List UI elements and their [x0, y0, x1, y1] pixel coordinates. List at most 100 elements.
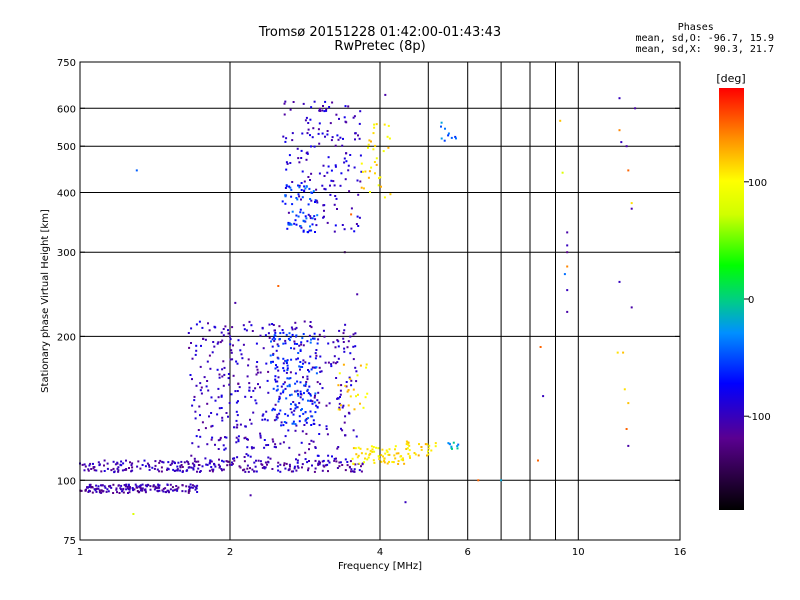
- data-point: [357, 446, 360, 449]
- data-point: [372, 148, 375, 151]
- data-point: [228, 383, 231, 386]
- data-point: [261, 414, 264, 417]
- data-point: [359, 402, 361, 405]
- data-point: [325, 425, 328, 428]
- data-point: [301, 430, 304, 433]
- data-point: [346, 390, 349, 393]
- data-point: [161, 489, 164, 492]
- data-point: [269, 457, 272, 460]
- data-point: [167, 461, 170, 464]
- data-point: [353, 230, 356, 233]
- data-point: [299, 396, 302, 399]
- data-point: [284, 100, 287, 103]
- data-point: [563, 273, 566, 276]
- data-point: [280, 424, 283, 427]
- data-point: [216, 368, 219, 371]
- data-point: [136, 465, 139, 468]
- data-point: [293, 340, 296, 343]
- data-point: [246, 464, 249, 467]
- data-point: [279, 332, 282, 335]
- data-point: [352, 116, 355, 119]
- data-point: [299, 390, 302, 393]
- data-point: [304, 458, 307, 461]
- data-point: [195, 349, 198, 352]
- data-point: [374, 144, 377, 147]
- data-point: [217, 387, 220, 390]
- data-point: [236, 423, 239, 426]
- data-point: [407, 443, 410, 446]
- data-point: [236, 426, 239, 429]
- data-point: [285, 333, 288, 336]
- data-point: [368, 170, 371, 173]
- data-point: [229, 338, 232, 341]
- data-point: [309, 179, 311, 181]
- data-point: [377, 447, 380, 450]
- data-point: [253, 461, 256, 464]
- data-point: [190, 486, 193, 489]
- data-point: [404, 501, 407, 504]
- data-point: [291, 203, 294, 206]
- data-point: [169, 483, 172, 486]
- data-point: [365, 366, 368, 369]
- data-point: [223, 366, 226, 369]
- data-point: [337, 446, 340, 448]
- data-point: [344, 323, 347, 326]
- data-point: [302, 102, 305, 105]
- data-point: [345, 121, 348, 124]
- data-point: [207, 389, 210, 392]
- data-point: [279, 463, 282, 466]
- data-point: [272, 440, 275, 443]
- data-point: [90, 486, 93, 488]
- data-point: [321, 460, 324, 463]
- data-point: [405, 443, 408, 446]
- data-point: [372, 132, 375, 135]
- data-point: [627, 444, 630, 447]
- data-point: [220, 407, 223, 409]
- data-point: [386, 135, 389, 138]
- y-tick-label: 400: [57, 189, 76, 200]
- data-point: [401, 458, 404, 461]
- data-point: [373, 126, 376, 129]
- data-point: [219, 438, 222, 441]
- data-point: [103, 470, 106, 472]
- data-point: [312, 440, 315, 443]
- data-point: [301, 398, 304, 401]
- data-point: [227, 377, 230, 380]
- data-point: [274, 403, 277, 406]
- data-point: [201, 465, 204, 468]
- data-point: [285, 362, 288, 364]
- data-point: [239, 423, 242, 426]
- colorbar-ticks: 100 0 -100: [744, 178, 771, 423]
- data-point: [294, 423, 297, 426]
- data-point: [288, 185, 291, 188]
- data-point: [418, 443, 420, 446]
- data-point: [249, 467, 251, 470]
- data-point: [355, 370, 358, 373]
- data-point: [204, 338, 207, 341]
- data-point: [263, 446, 266, 449]
- data-point: [286, 414, 289, 417]
- data-point: [158, 489, 161, 492]
- data-point: [154, 486, 157, 489]
- data-point: [180, 460, 183, 463]
- data-point: [295, 214, 298, 217]
- data-point: [230, 349, 233, 352]
- data-point: [420, 446, 423, 448]
- data-point: [303, 424, 306, 426]
- data-point: [122, 487, 125, 490]
- data-point: [362, 406, 365, 409]
- data-point: [211, 424, 214, 427]
- data-point: [293, 342, 296, 345]
- data-point: [234, 301, 237, 304]
- data-point: [360, 465, 362, 468]
- data-point: [221, 368, 224, 371]
- data-point: [130, 464, 133, 467]
- data-point: [358, 122, 361, 125]
- data-point: [329, 122, 332, 125]
- data-point: [245, 453, 248, 456]
- data-point: [221, 416, 224, 419]
- data-point: [107, 490, 110, 493]
- data-point: [424, 443, 427, 446]
- data-point: [377, 455, 380, 458]
- data-point: [100, 470, 103, 473]
